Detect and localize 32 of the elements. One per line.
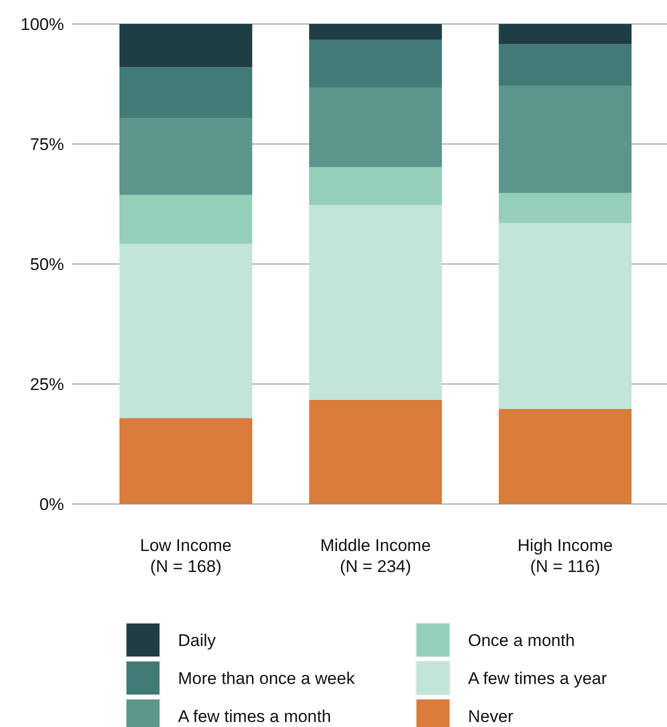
y-tick-label: 0%	[39, 494, 64, 514]
bar	[119, 24, 252, 68]
x-tick-label: Middle Income (N = 234)	[320, 536, 431, 576]
bar	[119, 194, 252, 244]
x-tick-label: High Income (N = 116)	[517, 536, 613, 576]
bar	[119, 118, 252, 195]
legend-label: A few times a month	[178, 706, 332, 726]
bar	[498, 223, 632, 409]
y-tick-label: 25%	[30, 374, 64, 394]
bar	[498, 408, 632, 504]
legend-label: Daily	[178, 630, 216, 650]
bar	[309, 88, 442, 168]
bar	[498, 44, 632, 86]
legend-label: Never	[468, 706, 514, 726]
y-tick-label: 75%	[30, 134, 64, 154]
x-tick-label: Low Income (N = 168)	[140, 536, 232, 576]
bar	[498, 24, 632, 44]
legend-label: More than once a week	[178, 668, 356, 688]
bar	[498, 192, 632, 224]
legend-label: A few times a year	[468, 668, 608, 688]
bar	[309, 24, 442, 40]
y-tick-label: 50%	[30, 254, 64, 274]
bar	[309, 400, 442, 504]
bar	[498, 86, 632, 193]
bar	[309, 167, 442, 205]
legend-label: Once a month	[468, 630, 575, 650]
bar	[119, 67, 252, 118]
bar	[119, 418, 252, 504]
bar	[309, 204, 442, 400]
bar	[309, 40, 442, 88]
bar	[119, 244, 252, 418]
y-tick-label: 100%	[20, 14, 64, 34]
